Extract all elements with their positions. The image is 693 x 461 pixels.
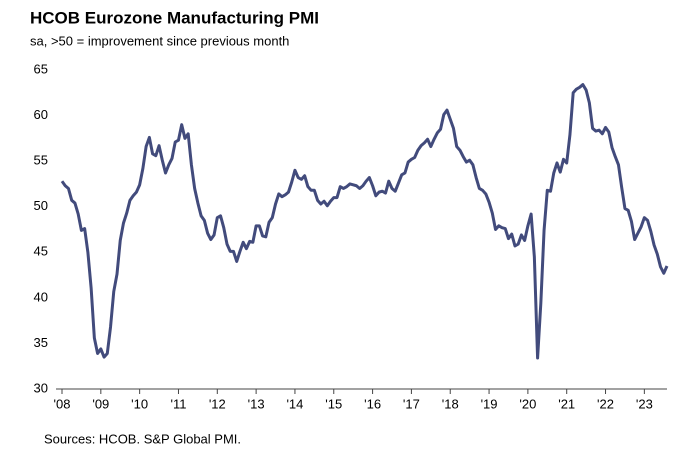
chart-title: HCOB Eurozone Manufacturing PMI (30, 8, 319, 27)
x-tick-label: '09 (92, 396, 109, 411)
x-tick-label: '11 (170, 396, 186, 411)
y-tick-label: 45 (34, 244, 48, 259)
y-tick-label: 60 (34, 107, 48, 122)
x-tick-label: '10 (131, 396, 148, 411)
x-tick-label: '16 (364, 396, 381, 411)
x-tick-label: '15 (325, 396, 342, 411)
x-tick-label: '13 (248, 396, 265, 411)
x-tick-label: '22 (597, 396, 614, 411)
y-tick-label: 50 (34, 198, 48, 213)
x-tick-label: '08 (54, 396, 71, 411)
x-tick-label: '23 (636, 396, 653, 411)
x-tick-label: '21 (558, 396, 575, 411)
y-tick-label: 30 (34, 380, 48, 395)
x-tick-label: '19 (481, 396, 498, 411)
x-tick-label: '20 (519, 396, 536, 411)
x-tick-label: '14 (286, 396, 303, 411)
y-tick-label: 35 (34, 335, 48, 350)
source-note: Sources: HCOB. S&P Global PMI. (44, 431, 241, 446)
x-tick-label: '17 (403, 396, 420, 411)
data-line (60, 83, 669, 360)
y-tick-label: 65 (34, 61, 48, 76)
chart-subtitle: sa, >50 = improvement since previous mon… (30, 33, 289, 48)
y-tick-label: 55 (34, 153, 48, 168)
x-tick-label: '18 (442, 396, 459, 411)
x-tick-label: '12 (209, 396, 226, 411)
y-tick-label: 40 (34, 289, 48, 304)
